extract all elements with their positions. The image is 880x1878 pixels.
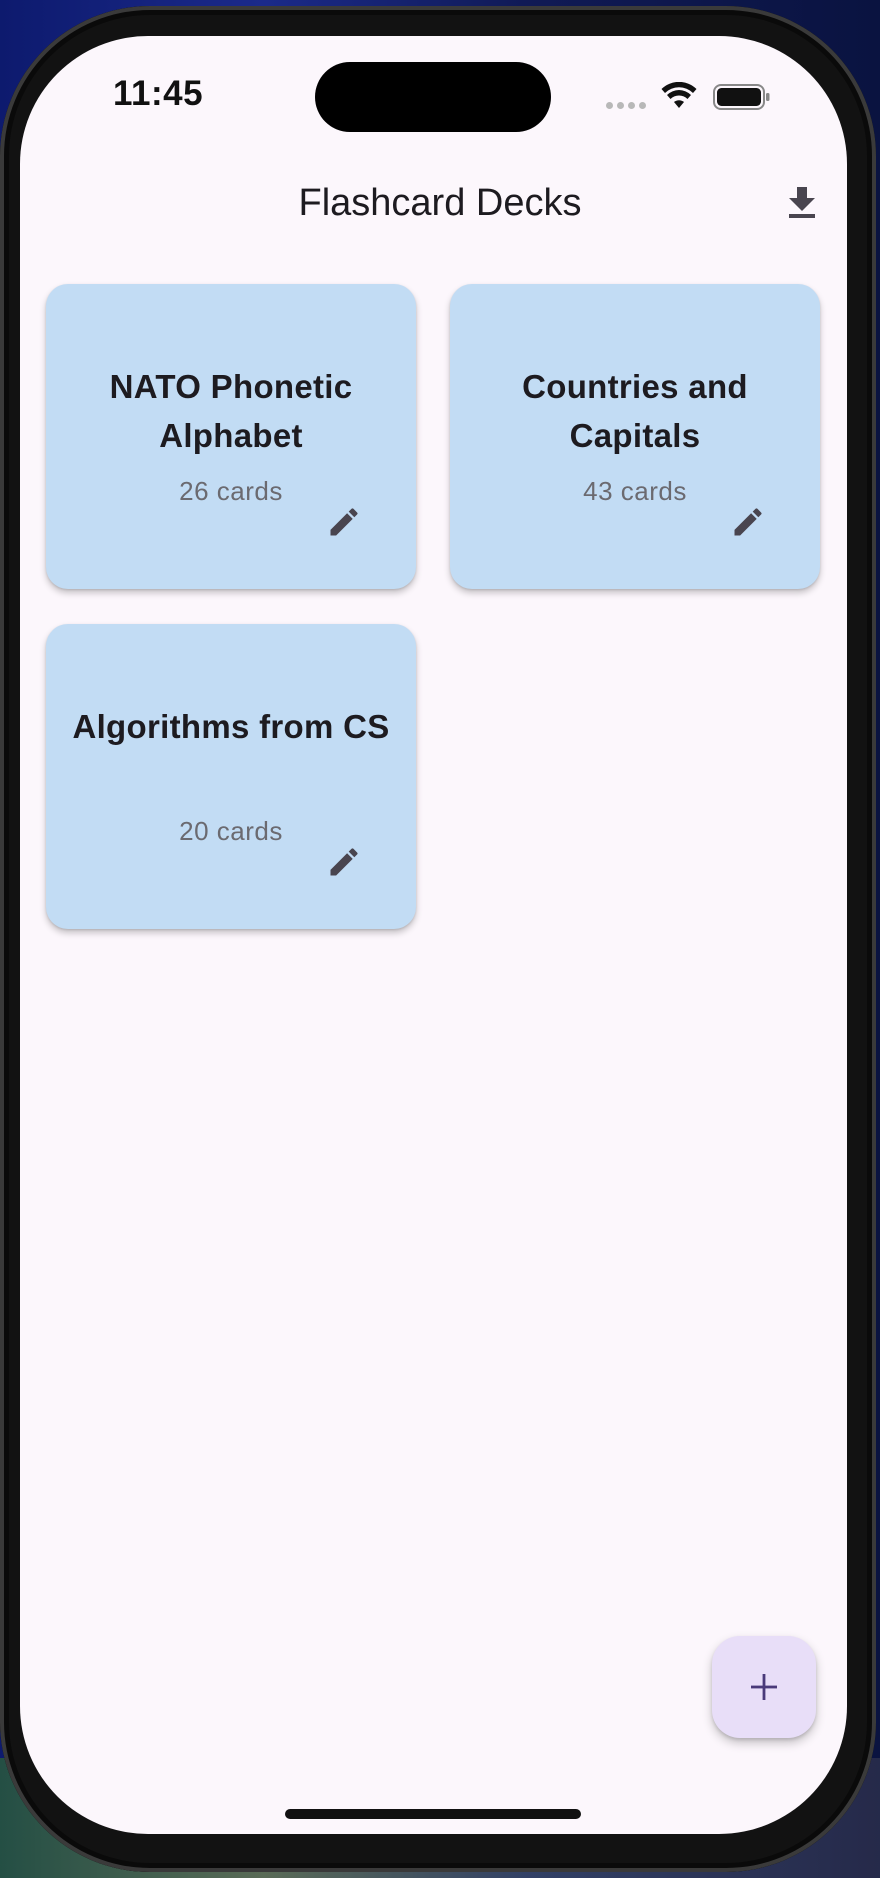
edit-deck-button[interactable]: [322, 840, 366, 884]
deck-title: NATO Phonetic Alphabet: [109, 368, 353, 454]
pencil-icon: [330, 508, 358, 536]
dynamic-island: [315, 62, 551, 132]
pencil-icon: [734, 508, 762, 536]
home-indicator[interactable]: [285, 1809, 581, 1819]
edit-deck-button[interactable]: [322, 500, 366, 544]
deck-card-count: 20 cards: [179, 816, 283, 846]
wifi-icon: [661, 82, 697, 108]
add-deck-button[interactable]: [712, 1636, 816, 1738]
deck-card[interactable]: Countries and Capitals 43 cards: [450, 284, 820, 589]
download-button[interactable]: [780, 180, 824, 224]
page-title: Flashcard Decks: [298, 182, 582, 224]
download-icon: [789, 187, 815, 218]
deck-card-count: 26 cards: [179, 476, 283, 506]
cellular-signal-icon: [606, 102, 648, 110]
plus-icon: [751, 1674, 777, 1700]
deck-card[interactable]: Algorithms from CS 20 cards: [46, 624, 416, 929]
deck-card[interactable]: NATO Phonetic Alphabet 26 cards: [46, 284, 416, 589]
status-time: 11:45: [113, 74, 204, 113]
edit-deck-button[interactable]: [726, 500, 770, 544]
deck-title: Countries and Capitals: [522, 368, 748, 454]
deck-title: Algorithms from CS: [72, 708, 390, 745]
pencil-icon: [330, 848, 358, 876]
deck-card-count: 43 cards: [583, 476, 687, 506]
battery-icon: [713, 84, 770, 110]
